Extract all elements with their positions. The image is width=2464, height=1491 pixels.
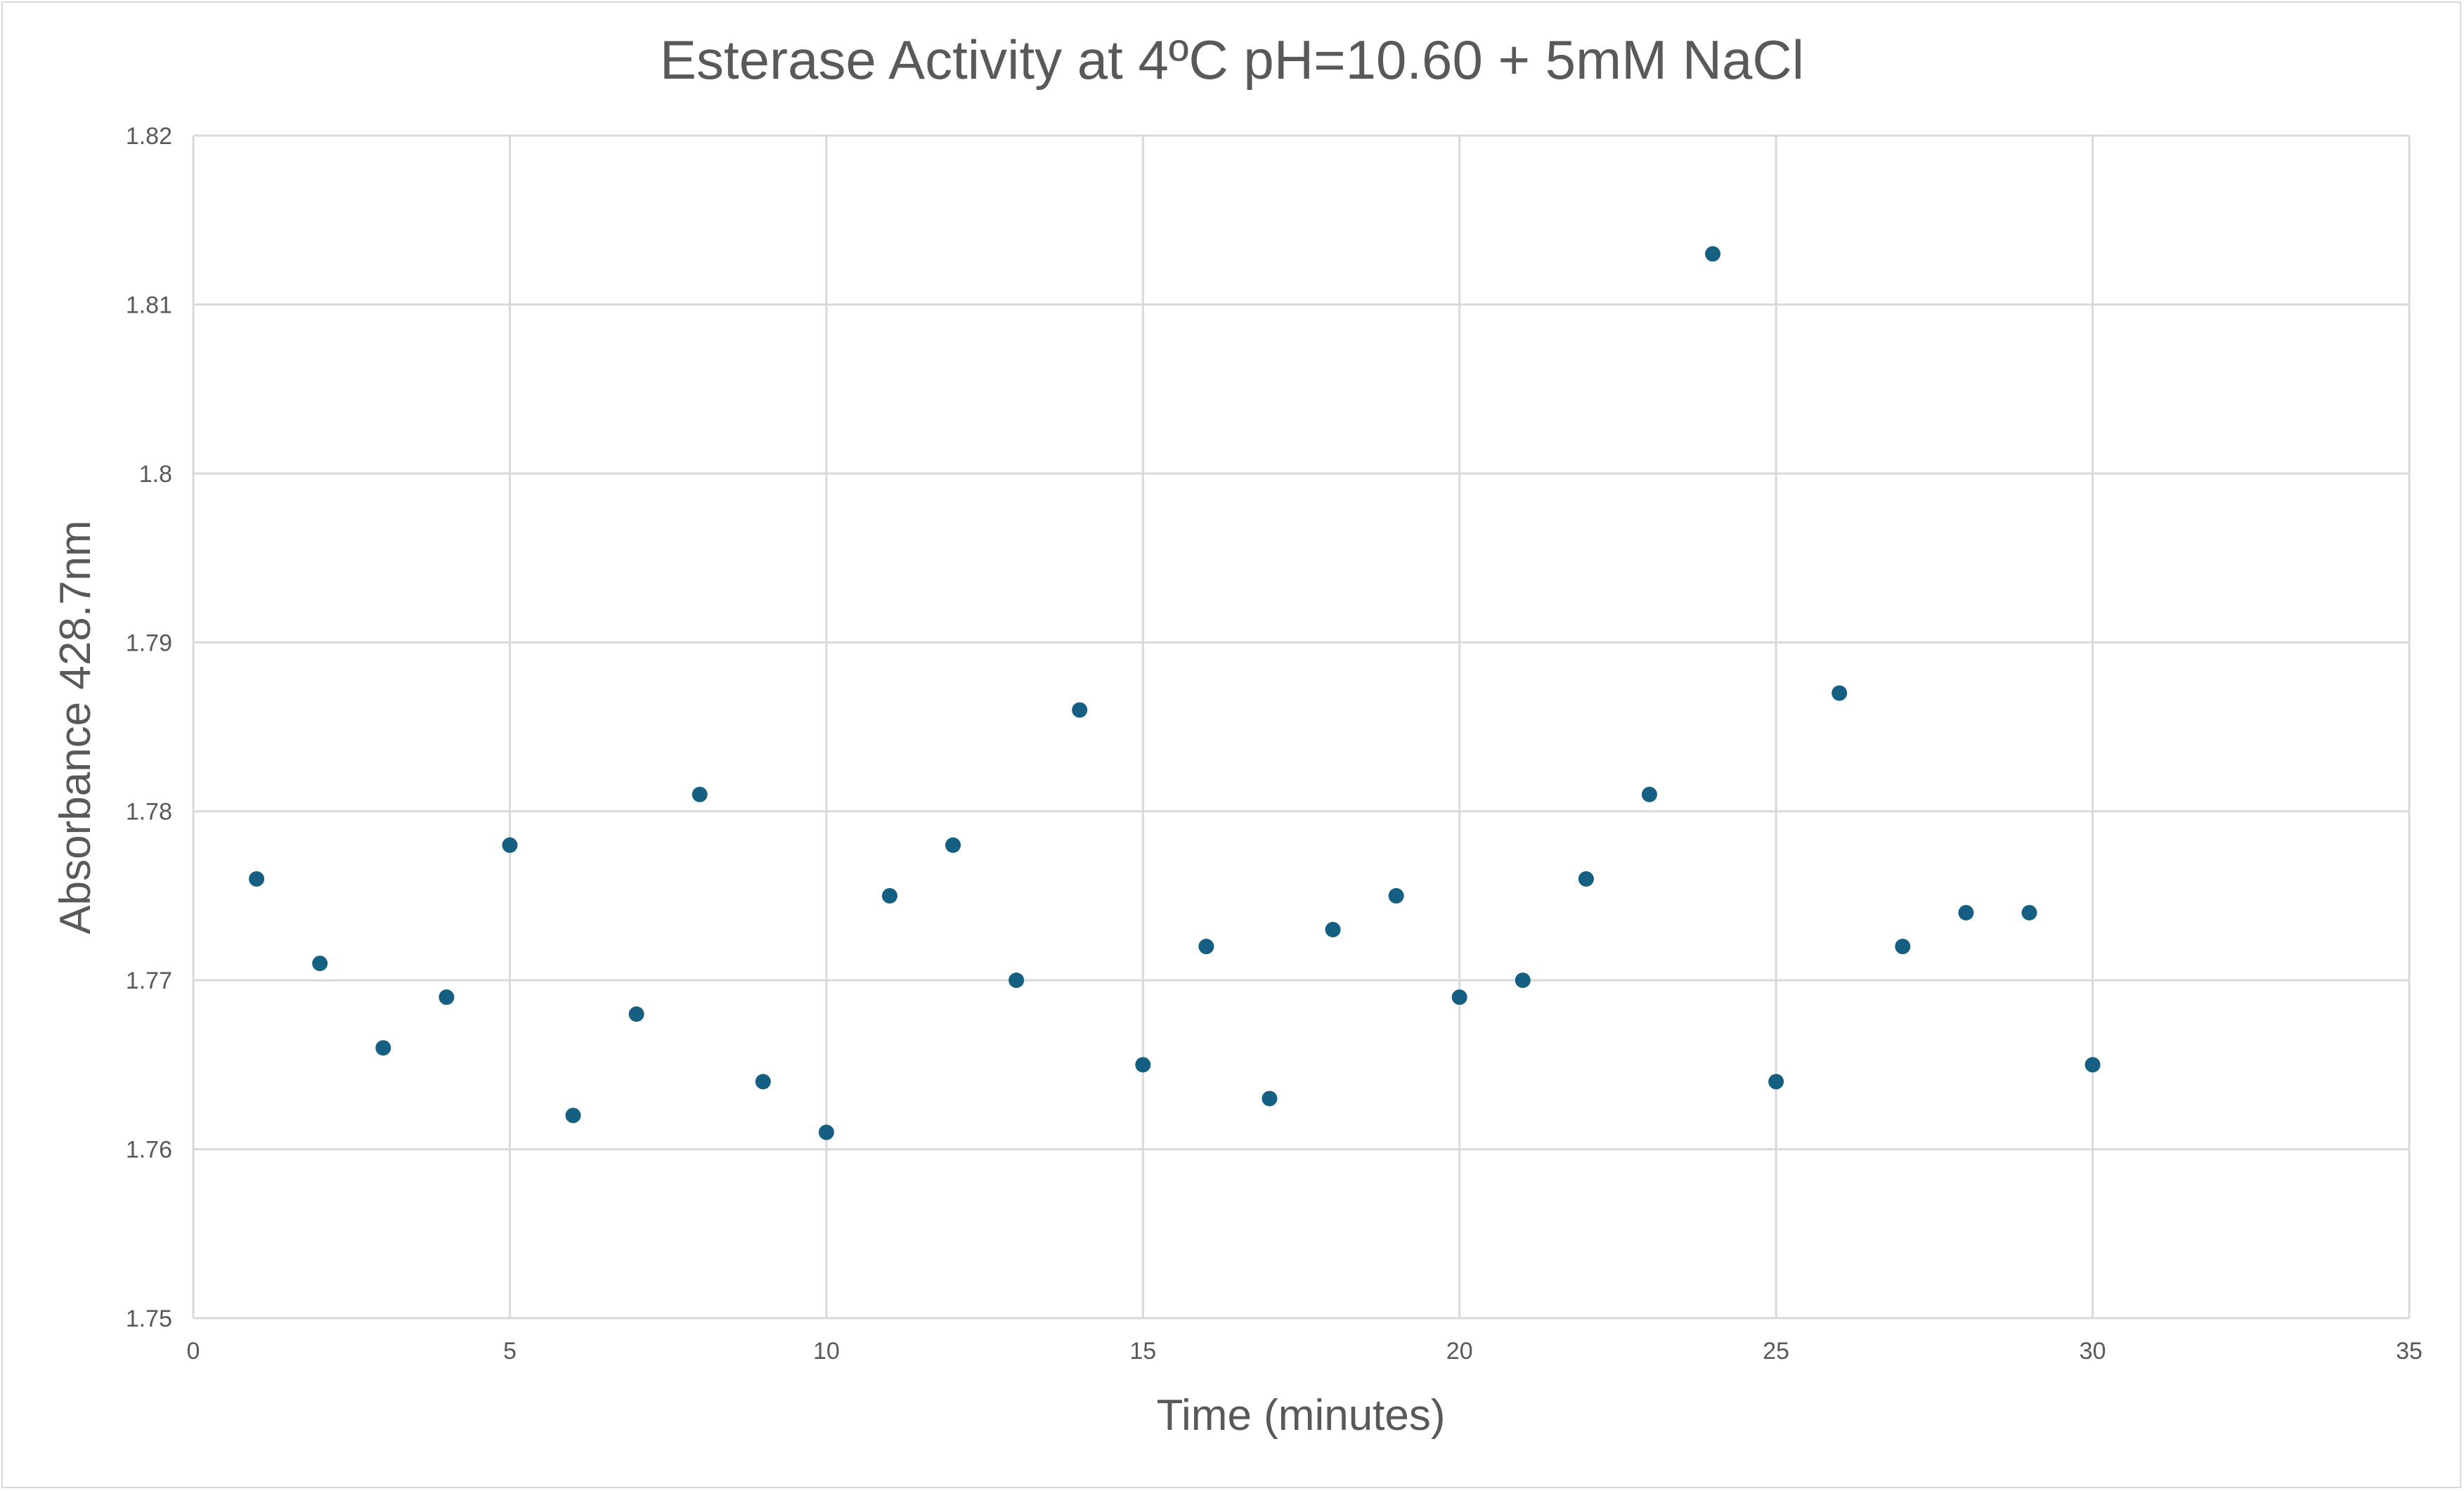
data-point — [881, 887, 897, 904]
data-point — [1198, 939, 1214, 955]
y-tick-label: 1.77 — [126, 968, 172, 994]
x-tick-label: 15 — [1129, 1338, 1156, 1365]
data-point — [818, 1124, 834, 1140]
x-axis-label: Time (minutes) — [1156, 1391, 1445, 1440]
data-point — [439, 989, 455, 1005]
data-point — [1831, 685, 1848, 701]
data-point — [2021, 904, 2037, 920]
data-point — [1325, 922, 1341, 938]
x-tick-label: 5 — [503, 1338, 517, 1365]
x-tick-label: 20 — [1446, 1338, 1473, 1365]
x-tick-label: 35 — [2396, 1338, 2423, 1365]
y-tick-label: 1.75 — [126, 1306, 172, 1332]
data-point — [1388, 887, 1404, 904]
y-tick-label: 1.79 — [126, 630, 172, 656]
chart-title: Esterase Activity at 4ºC pH=10.60 + 5mM … — [659, 29, 1805, 91]
x-tick-label: 25 — [1763, 1338, 1789, 1365]
data-point — [1895, 939, 1911, 955]
data-point — [1705, 246, 1721, 262]
data-point — [628, 1006, 644, 1022]
data-point — [312, 956, 328, 972]
y-tick-label: 1.8 — [139, 461, 172, 488]
y-axis-label: Absorbance 428.7nm — [51, 520, 100, 934]
data-point — [375, 1040, 391, 1056]
x-tick-label: 30 — [2080, 1338, 2106, 1365]
data-point — [1451, 989, 1467, 1005]
x-tick-label: 10 — [813, 1338, 840, 1365]
data-point — [1135, 1057, 1151, 1073]
y-tick-label: 1.78 — [126, 799, 172, 826]
data-point — [1641, 786, 1657, 802]
y-tick-label: 1.76 — [126, 1137, 172, 1164]
data-point — [1515, 972, 1531, 989]
data-point — [692, 786, 708, 802]
data-point — [249, 871, 265, 887]
tick-labels: 0 5 10 15 20 25 30 35 1.75 1.76 1.77 1.78 1.79 1.8 1.8… — [126, 123, 2423, 1365]
data-point — [1768, 1074, 1784, 1090]
y-tick-label: 1.81 — [126, 292, 172, 318]
data-point — [565, 1107, 581, 1124]
data-point — [1578, 871, 1594, 887]
data-point — [945, 837, 961, 853]
gridlines — [192, 134, 2411, 1320]
y-tick-label: 1.82 — [126, 123, 172, 150]
data-point — [1262, 1090, 1278, 1107]
data-point — [1072, 702, 1088, 718]
data-points — [249, 246, 2101, 1140]
data-point — [1958, 904, 1974, 920]
x-tick-label: 0 — [187, 1338, 200, 1365]
data-point — [2084, 1057, 2101, 1073]
data-point — [755, 1074, 771, 1090]
data-point — [502, 837, 518, 853]
data-point — [1009, 972, 1025, 989]
